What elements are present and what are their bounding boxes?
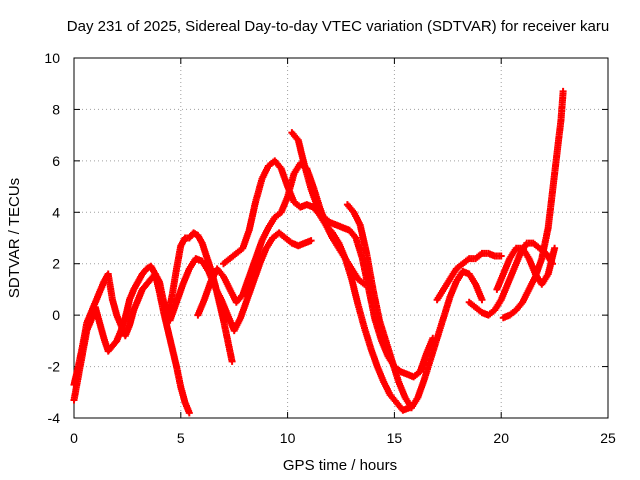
y-tick-label: 10: [44, 50, 60, 66]
series-7: [343, 201, 486, 412]
x-tick-label: 10: [280, 430, 296, 446]
series-8: [433, 249, 505, 304]
series-11: [493, 244, 559, 293]
y-tick-label: -4: [48, 410, 61, 426]
y-axis-label: SDTVAR / TECUs: [6, 178, 23, 298]
x-tick-label: 25: [600, 430, 616, 446]
y-tick-label: 6: [52, 153, 60, 169]
x-tick-label: 5: [177, 430, 185, 446]
series-8-markers: [433, 249, 505, 304]
x-axis-label: GPS time / hours: [283, 457, 397, 474]
chart-title: Day 231 of 2025, Sidereal Day-to-day VTE…: [67, 18, 609, 35]
x-tick-label: 20: [493, 430, 509, 446]
series-layer: [70, 87, 567, 417]
y-tick-label: 8: [52, 101, 60, 117]
series-10: [499, 87, 567, 322]
series-11-markers: [493, 244, 559, 293]
plot-frame: [73, 57, 609, 419]
series-7-markers: [343, 201, 486, 412]
y-tick-label: 2: [52, 256, 60, 272]
y-tick-label: -2: [48, 359, 61, 375]
series-5-markers: [220, 157, 413, 414]
tick-layer: 0 5 10 15 20 25 -4 -2 0 2 4 6 8 10: [44, 50, 616, 446]
x-tick-label: 15: [387, 430, 403, 446]
x-tick-label: 0: [70, 430, 78, 446]
series-10-markers: [499, 87, 567, 322]
series-5: [220, 157, 413, 414]
y-tick-label: 4: [52, 204, 60, 220]
y-tick-label: 0: [52, 307, 60, 323]
